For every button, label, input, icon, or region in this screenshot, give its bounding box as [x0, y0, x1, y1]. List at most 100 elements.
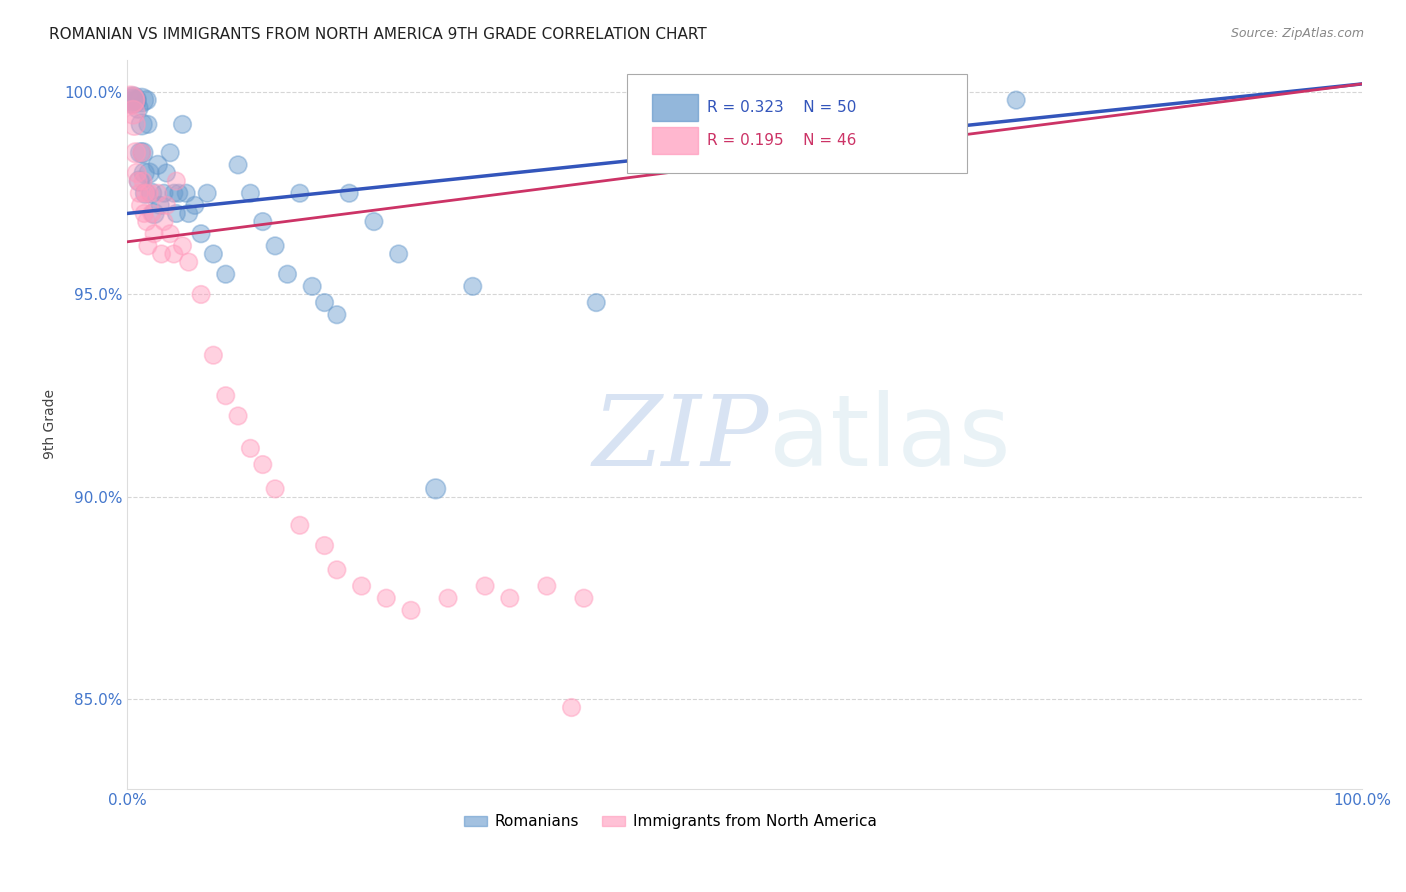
Point [215, 389, 238, 403]
Point [136, 117, 159, 131]
Point [363, 214, 385, 228]
Point [125, 166, 148, 180]
Point [159, 227, 181, 241]
Point [337, 186, 360, 201]
Point [134, 206, 156, 220]
Point [499, 591, 522, 606]
FancyBboxPatch shape [627, 74, 967, 172]
Point [190, 227, 212, 241]
Text: R = 0.323    N = 50: R = 0.323 N = 50 [707, 100, 856, 115]
Point [129, 145, 152, 160]
Point [474, 579, 496, 593]
Point [1005, 93, 1028, 107]
Point [167, 186, 190, 201]
Point [143, 206, 166, 220]
Point [135, 93, 157, 107]
Point [215, 267, 238, 281]
Point [388, 247, 411, 261]
Point [131, 117, 153, 131]
Point [138, 186, 160, 201]
Point [314, 295, 336, 310]
Point [128, 174, 150, 188]
Point [122, 93, 145, 107]
Point [141, 186, 163, 201]
Point [146, 186, 169, 201]
Point [239, 186, 262, 201]
Point [124, 93, 146, 107]
Point [153, 186, 176, 201]
Point [202, 247, 225, 261]
Point [136, 239, 159, 253]
Point [264, 239, 287, 253]
Point [301, 279, 323, 293]
Point [124, 145, 146, 160]
Point [561, 700, 583, 714]
Point [177, 255, 200, 269]
Point [143, 227, 166, 241]
Point [572, 591, 595, 606]
Point [128, 186, 150, 201]
Point [122, 93, 145, 107]
Point [252, 458, 274, 472]
Point [135, 214, 157, 228]
Point [131, 93, 153, 107]
Point [134, 166, 156, 180]
Point [122, 105, 145, 120]
Point [399, 603, 422, 617]
Point [124, 117, 146, 131]
Point [585, 295, 607, 310]
Point [150, 247, 173, 261]
Point [165, 206, 187, 220]
Point [184, 198, 207, 212]
Point [149, 198, 172, 212]
Point [155, 166, 177, 180]
Point [172, 117, 194, 131]
Point [264, 482, 287, 496]
Point [163, 186, 186, 201]
Point [141, 206, 163, 220]
Point [138, 166, 160, 180]
Point [326, 563, 349, 577]
Point [276, 267, 298, 281]
Point [437, 591, 460, 606]
Point [125, 93, 148, 107]
Point [153, 214, 176, 228]
Point [288, 186, 311, 201]
Point [165, 174, 187, 188]
Point [288, 518, 311, 533]
Point [226, 409, 249, 423]
Point [239, 442, 262, 456]
Point [129, 198, 152, 212]
Point [375, 591, 398, 606]
Point [350, 579, 373, 593]
Y-axis label: 9th Grade: 9th Grade [44, 389, 58, 459]
Point [202, 348, 225, 362]
Point [131, 145, 153, 160]
FancyBboxPatch shape [652, 127, 697, 153]
Point [252, 214, 274, 228]
Point [314, 539, 336, 553]
Point [190, 287, 212, 301]
Point [132, 145, 155, 160]
Text: atlas: atlas [769, 390, 1011, 487]
Point [146, 158, 169, 172]
Point [127, 101, 149, 115]
FancyBboxPatch shape [652, 94, 697, 120]
Point [134, 186, 156, 201]
Text: ZIP: ZIP [593, 391, 769, 486]
Point [163, 247, 186, 261]
Point [461, 279, 484, 293]
Point [536, 579, 558, 593]
Point [195, 186, 218, 201]
Point [120, 93, 142, 107]
Point [124, 93, 146, 107]
Point [159, 145, 181, 160]
Point [172, 239, 194, 253]
Text: Source: ZipAtlas.com: Source: ZipAtlas.com [1230, 27, 1364, 40]
Point [132, 174, 155, 188]
Point [326, 308, 349, 322]
Point [155, 198, 177, 212]
Point [121, 93, 143, 107]
Point [177, 206, 200, 220]
Point [226, 158, 249, 172]
